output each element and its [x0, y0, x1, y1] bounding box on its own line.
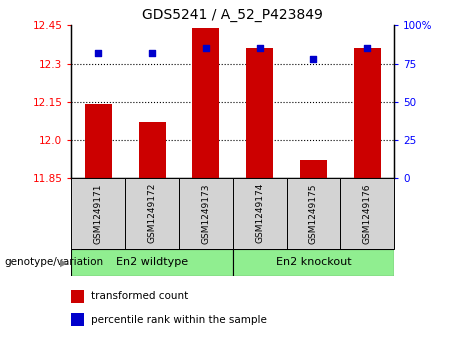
FancyBboxPatch shape [340, 178, 394, 249]
Bar [300, 160, 327, 178]
Text: transformed count: transformed count [91, 291, 188, 301]
Text: GSM1249175: GSM1249175 [309, 183, 318, 244]
FancyBboxPatch shape [233, 249, 394, 276]
Text: genotype/variation: genotype/variation [5, 257, 104, 267]
Text: En2 wildtype: En2 wildtype [116, 257, 188, 267]
Bar [193, 28, 219, 178]
Point [364, 45, 371, 51]
FancyBboxPatch shape [71, 178, 125, 249]
Text: percentile rank within the sample: percentile rank within the sample [91, 315, 267, 325]
Text: En2 knockout: En2 knockout [276, 257, 351, 267]
FancyBboxPatch shape [125, 178, 179, 249]
Text: GSM1249174: GSM1249174 [255, 183, 264, 244]
FancyBboxPatch shape [233, 178, 287, 249]
Text: ▶: ▶ [60, 257, 67, 267]
FancyBboxPatch shape [179, 178, 233, 249]
Point [148, 50, 156, 56]
Bar [85, 104, 112, 178]
Text: GSM1249172: GSM1249172 [148, 183, 157, 244]
Text: GSM1249176: GSM1249176 [363, 183, 372, 244]
Text: GSM1249173: GSM1249173 [201, 183, 210, 244]
FancyBboxPatch shape [71, 249, 233, 276]
Bar [246, 48, 273, 178]
Point [310, 56, 317, 62]
Bar [354, 48, 381, 178]
Title: GDS5241 / A_52_P423849: GDS5241 / A_52_P423849 [142, 8, 323, 22]
Point [202, 45, 210, 51]
Bar [71, 290, 84, 303]
Text: GSM1249171: GSM1249171 [94, 183, 103, 244]
Bar [139, 122, 165, 178]
Point [95, 50, 102, 56]
Point [256, 45, 263, 51]
FancyBboxPatch shape [287, 178, 340, 249]
Bar [71, 313, 84, 326]
